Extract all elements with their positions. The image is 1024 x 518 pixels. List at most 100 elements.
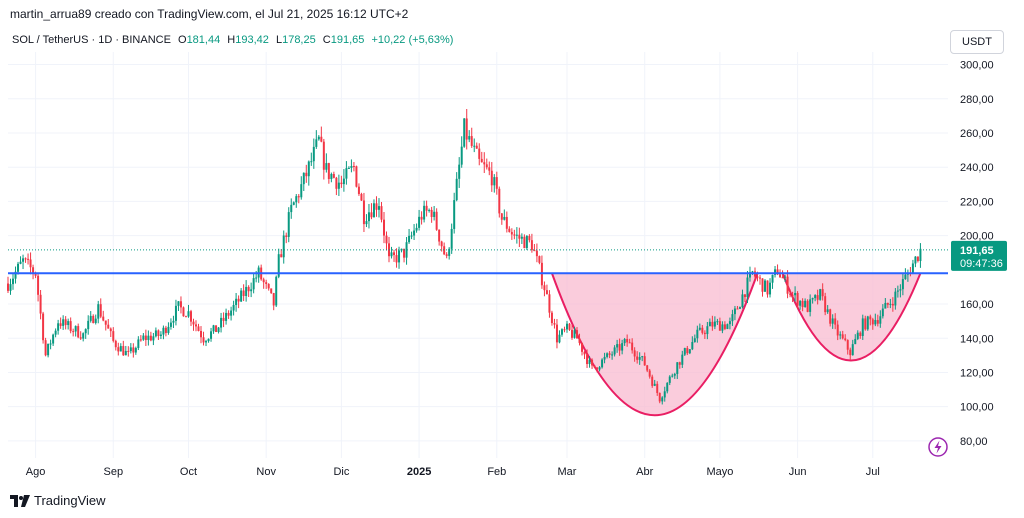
candle[interactable] [139, 335, 142, 342]
candle[interactable] [52, 333, 55, 346]
candle[interactable] [789, 289, 792, 298]
candle[interactable] [242, 284, 245, 302]
candle[interactable] [503, 209, 506, 221]
candle[interactable] [114, 339, 117, 351]
candle[interactable] [29, 252, 32, 275]
candle[interactable] [355, 165, 358, 188]
candle[interactable] [215, 325, 218, 333]
candle[interactable] [177, 301, 180, 311]
candle[interactable] [866, 315, 869, 331]
candle[interactable] [54, 328, 57, 338]
candle[interactable] [14, 266, 17, 284]
candle[interactable] [728, 317, 731, 330]
candle[interactable] [320, 126, 323, 143]
candle[interactable] [335, 176, 338, 196]
candle[interactable] [874, 313, 877, 327]
candle[interactable] [287, 207, 290, 243]
candle[interactable] [372, 199, 375, 218]
candle[interactable] [127, 346, 130, 357]
tradingview-logo[interactable]: TradingView [10, 493, 106, 508]
candle[interactable] [475, 142, 478, 149]
candle[interactable] [59, 317, 62, 329]
candle[interactable] [112, 327, 115, 343]
candle[interactable] [230, 306, 233, 321]
candle[interactable] [322, 138, 325, 180]
candle[interactable] [606, 352, 609, 359]
candle[interactable] [450, 223, 453, 254]
candle[interactable] [914, 256, 917, 268]
candle[interactable] [97, 300, 100, 324]
candle[interactable] [310, 152, 313, 166]
candle[interactable] [345, 161, 348, 185]
candle[interactable] [360, 192, 363, 201]
candle[interactable] [876, 314, 879, 327]
candle[interactable] [588, 356, 591, 368]
candle[interactable] [403, 248, 406, 263]
candle[interactable] [676, 362, 679, 379]
candle[interactable] [493, 174, 496, 193]
candle[interactable] [628, 338, 631, 344]
candle[interactable] [22, 254, 25, 270]
candle[interactable] [663, 386, 666, 402]
candle[interactable] [453, 192, 456, 234]
candle[interactable] [340, 175, 343, 188]
candle[interactable] [668, 375, 671, 386]
candle[interactable] [82, 332, 85, 342]
candle[interactable] [733, 305, 736, 321]
candle[interactable] [525, 235, 528, 251]
candle[interactable] [919, 243, 922, 268]
candle[interactable] [490, 162, 493, 192]
candle[interactable] [129, 343, 132, 354]
candle[interactable] [122, 340, 125, 356]
candle[interactable] [187, 304, 190, 318]
candle[interactable] [796, 291, 799, 310]
candle[interactable] [678, 361, 681, 369]
candle[interactable] [317, 135, 320, 141]
candle[interactable] [774, 266, 777, 278]
candle[interactable] [290, 198, 293, 219]
candle[interactable] [352, 162, 355, 172]
candle[interactable] [545, 284, 548, 295]
candle[interactable] [608, 351, 611, 359]
candle[interactable] [42, 311, 45, 344]
candle[interactable] [225, 308, 228, 325]
candle[interactable] [377, 198, 380, 218]
candle[interactable] [736, 305, 739, 310]
candle[interactable] [240, 288, 243, 303]
candle[interactable] [741, 289, 744, 309]
candle[interactable] [302, 172, 305, 192]
candle[interactable] [157, 329, 160, 340]
candle[interactable] [889, 298, 892, 309]
candle[interactable] [250, 282, 253, 298]
candle[interactable] [651, 374, 654, 388]
candle[interactable] [44, 337, 47, 357]
candle[interactable] [89, 311, 92, 323]
candle[interactable] [626, 334, 629, 347]
candle[interactable] [784, 274, 787, 282]
candle[interactable] [723, 321, 726, 331]
candle[interactable] [370, 203, 373, 220]
candle[interactable] [573, 326, 576, 339]
candle[interactable] [851, 339, 854, 356]
candle[interactable] [405, 237, 408, 265]
candle[interactable] [212, 324, 215, 334]
candle[interactable] [162, 325, 165, 340]
candle[interactable] [235, 292, 238, 312]
candle[interactable] [132, 343, 135, 358]
candle[interactable] [826, 305, 829, 314]
candle[interactable] [631, 338, 634, 354]
candle[interactable] [200, 326, 203, 344]
candle[interactable] [137, 336, 140, 351]
candle[interactable] [395, 248, 398, 268]
candle[interactable] [47, 343, 50, 358]
candle[interactable] [172, 315, 175, 329]
candle[interactable] [816, 289, 819, 305]
candle[interactable] [62, 315, 65, 330]
candle[interactable] [470, 127, 473, 148]
candle[interactable] [428, 208, 431, 213]
candle[interactable] [184, 315, 187, 318]
candle[interactable] [498, 186, 501, 218]
candle[interactable] [307, 160, 310, 186]
candle[interactable] [74, 325, 77, 337]
candle[interactable] [182, 306, 185, 317]
